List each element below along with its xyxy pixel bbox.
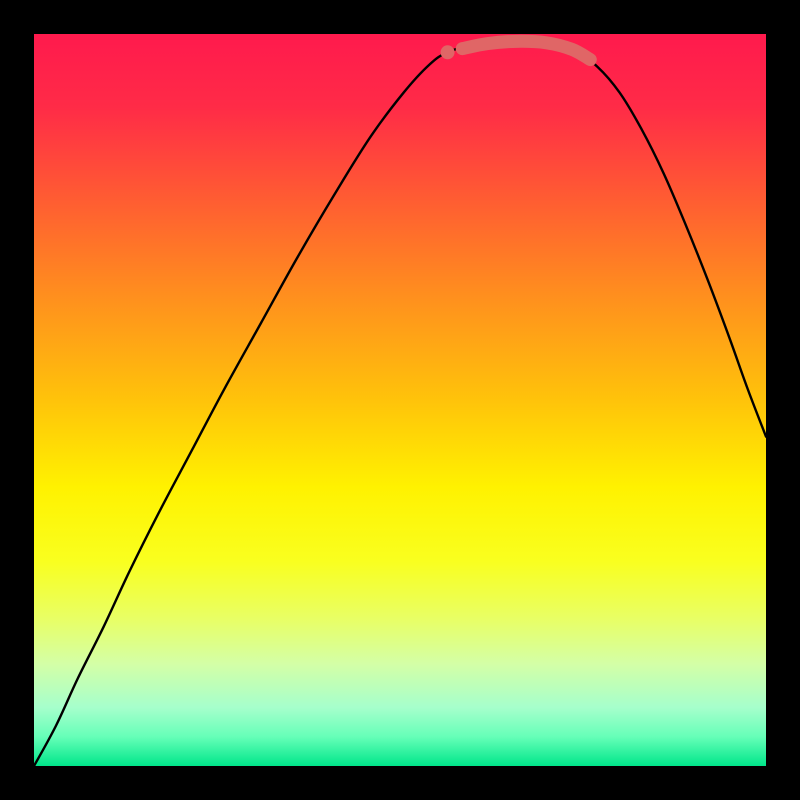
chart-stage: TheBottlenecker.com (0, 0, 800, 800)
optimal-point-marker (441, 45, 455, 59)
bottleneck-chart (0, 0, 800, 800)
plot-area (34, 34, 766, 766)
